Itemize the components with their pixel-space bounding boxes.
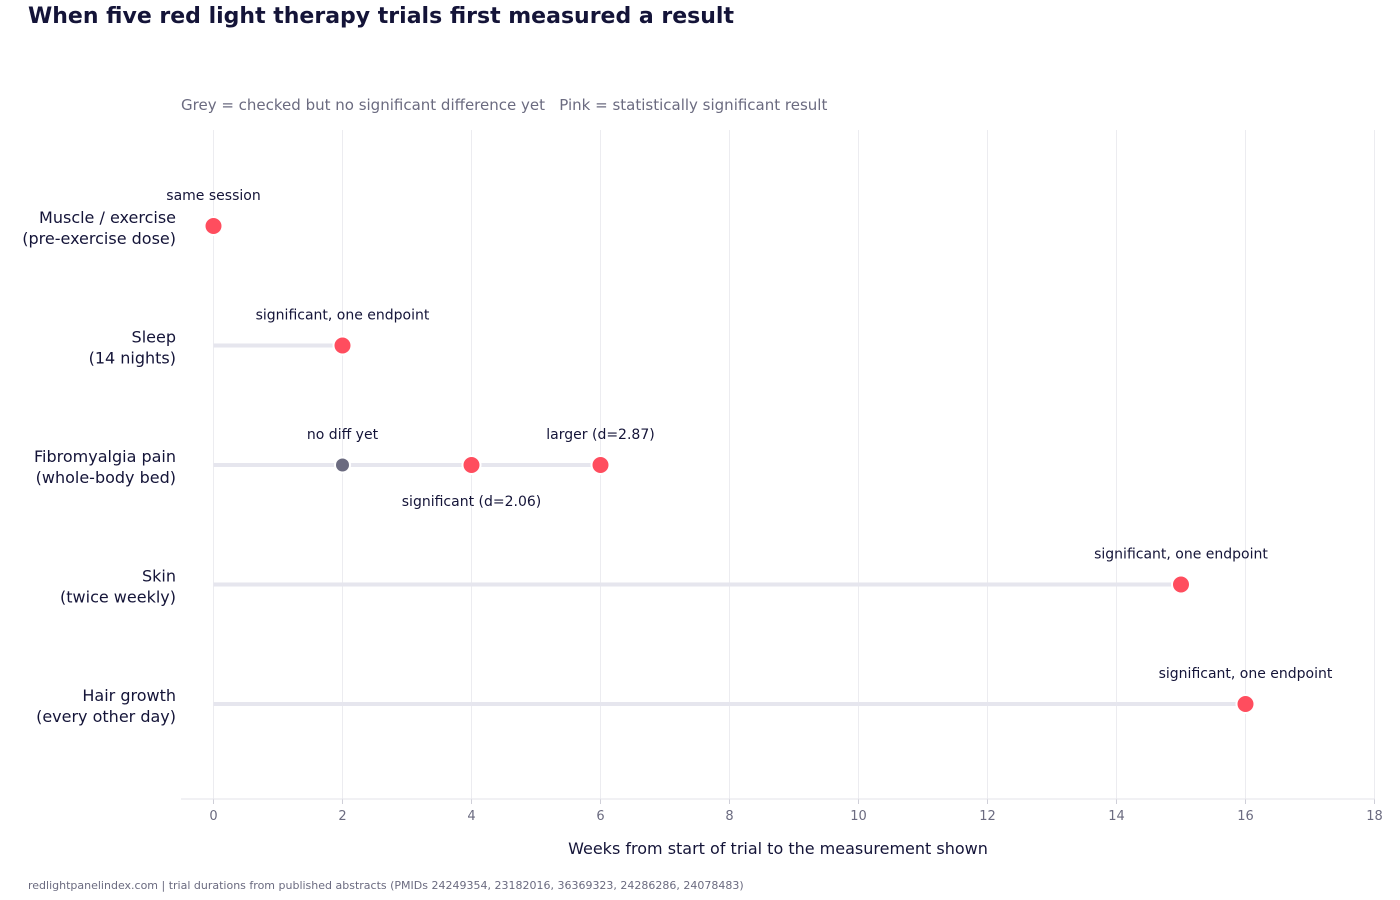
x-tick-label: 16	[1237, 809, 1254, 824]
category-label: Muscle / exercise (pre-exercise dose)	[22, 208, 176, 248]
x-tick-label: 12	[979, 809, 996, 824]
x-tick-label: 10	[850, 809, 867, 824]
point-label: significant (d=2.06)	[402, 494, 541, 510]
category-label: Sleep (14 nights)	[89, 328, 176, 368]
significant-point	[1171, 574, 1191, 595]
significant-point	[590, 455, 611, 475]
x-tick-label: 4	[467, 809, 475, 824]
y-axis-labels: Muscle / exercise (pre-exercise dose) Slee…	[22, 208, 176, 726]
point-labels: same session significant, one endpoint no …	[166, 188, 1333, 682]
category-label: Skin (twice weekly)	[60, 567, 176, 607]
chart-subtitle: Grey = checked but no significant differ…	[181, 96, 827, 114]
point-label: significant, one endpoint	[256, 308, 430, 324]
x-tick-label: 18	[1366, 809, 1383, 824]
point-label: same session	[166, 188, 260, 204]
x-tick-label: 14	[1108, 809, 1125, 824]
point-label: no diff yet	[307, 427, 379, 443]
track-lines	[213, 343, 1246, 706]
significant-point	[332, 335, 353, 356]
chart-title: When five red light therapy trials first…	[28, 4, 734, 29]
x-tick-label: 2	[338, 809, 346, 824]
significant-point	[1235, 694, 1256, 714]
data-points	[203, 216, 1256, 714]
point-label: larger (d=2.87)	[546, 427, 654, 443]
x-tick-label: 6	[596, 809, 604, 824]
significant-point	[203, 216, 224, 236]
x-axis-title: Weeks from start of trial to the measure…	[568, 839, 988, 858]
not-significant-point	[334, 456, 351, 474]
x-tick-label: 8	[725, 809, 733, 824]
point-label: significant, one endpoint	[1159, 666, 1333, 682]
x-tick-label: 0	[209, 809, 217, 824]
category-label: Fibromyalgia pain (whole-body bed)	[34, 447, 176, 487]
significant-point	[461, 455, 482, 475]
category-label: Hair growth (every other day)	[36, 686, 176, 726]
x-axis: 0 2 4 6 8 10 12 14 16 18	[181, 798, 1383, 824]
source-note: redlightpanelindex.com | trial durations…	[28, 879, 744, 892]
point-label: significant, one endpoint	[1094, 547, 1268, 563]
